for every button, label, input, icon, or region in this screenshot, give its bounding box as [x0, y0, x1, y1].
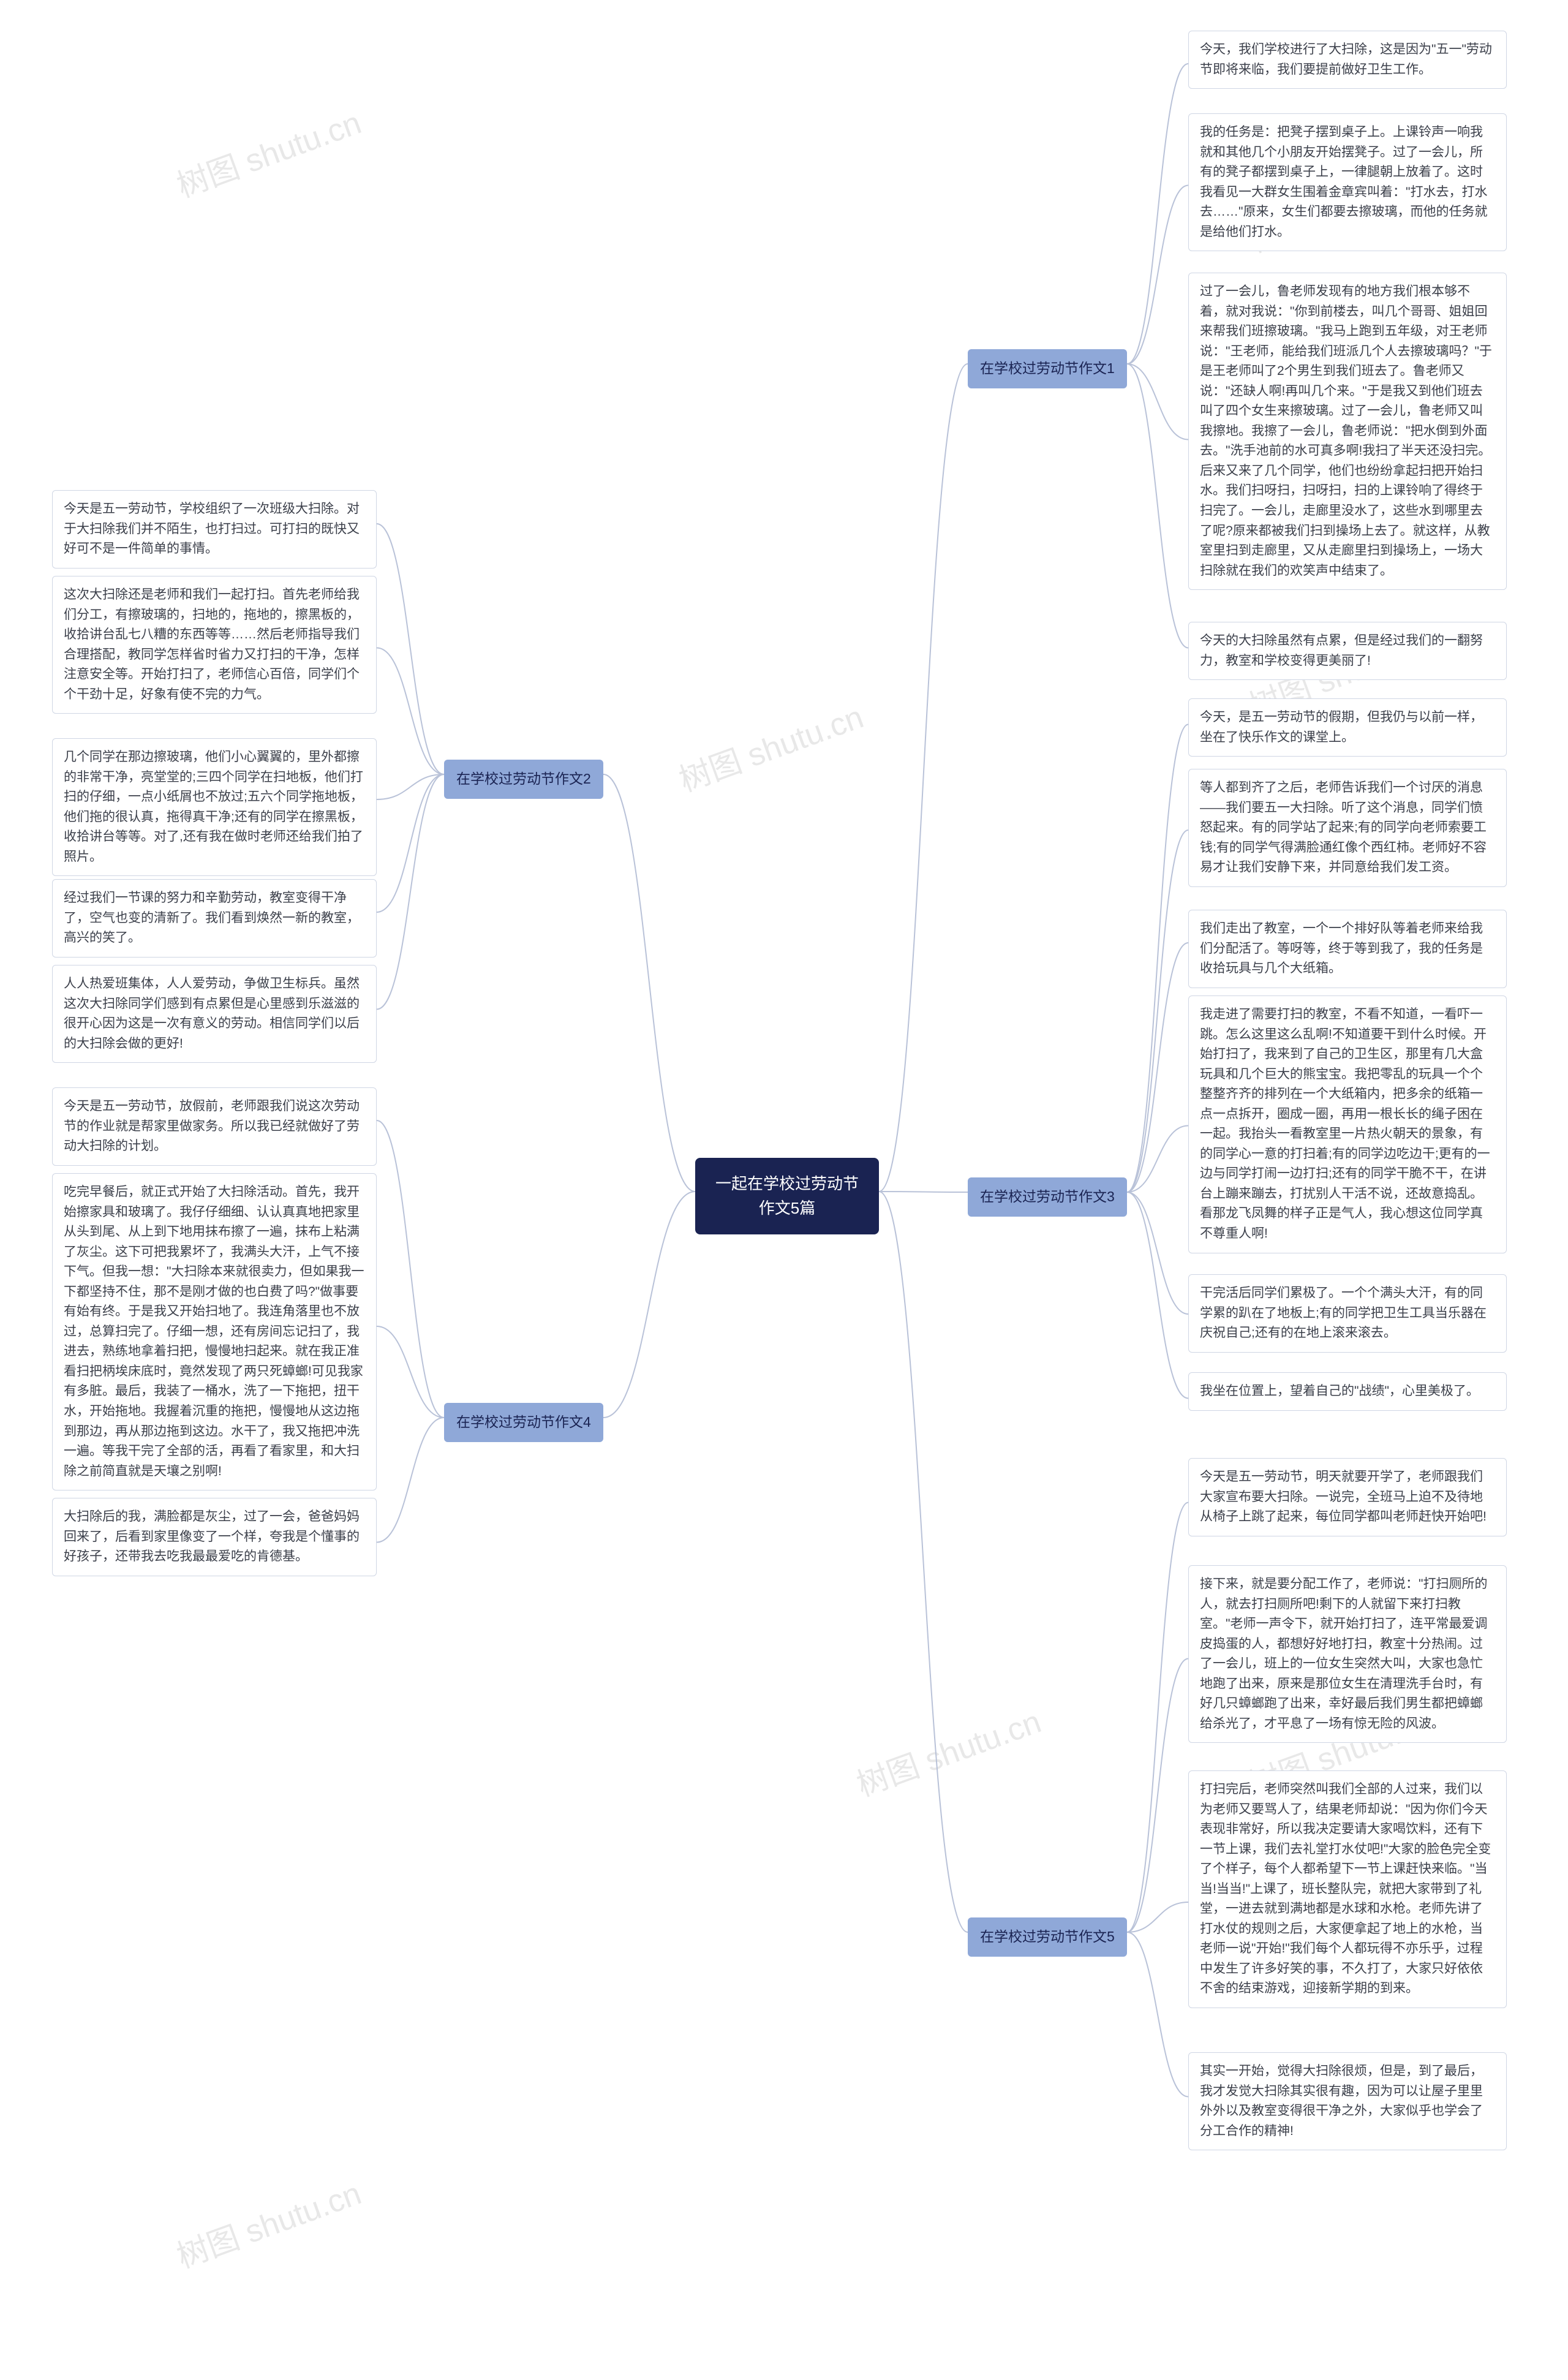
root-node[interactable]: 一起在学校过劳动节作文5篇: [695, 1158, 879, 1234]
leaf-node[interactable]: 今天，我们学校进行了大扫除，这是因为"五一"劳动节即将来临，我们要提前做好卫生工…: [1188, 31, 1507, 89]
leaf-node[interactable]: 今天，是五一劳动节的假期，但我仍与以前一样，坐在了快乐作文的课堂上。: [1188, 698, 1507, 757]
leaf-text: 今天是五一劳动节，放假前，老师跟我们说这次劳动节的作业就是帮家里做家务。所以我已…: [64, 1099, 360, 1153]
leaf-text: 经过我们一节课的努力和辛勤劳动，教室变得干净了，空气也变的清新了。我们看到焕然一…: [64, 891, 360, 945]
leaf-node[interactable]: 我的任务是：把凳子摆到桌子上。上课铃声一响我就和其他几个小朋友开始摆凳子。过了一…: [1188, 113, 1507, 251]
leaf-node[interactable]: 大扫除后的我，满脸都是灰尘，过了一会，爸爸妈妈回来了，后看到家里像变了一个样，夸…: [52, 1498, 377, 1576]
leaf-text: 过了一会儿，鲁老师发现有的地方我们根本够不着，就对我说："你到前楼去，叫几个哥哥…: [1200, 284, 1492, 578]
branch-node[interactable]: 在学校过劳动节作文5: [968, 1917, 1127, 1957]
leaf-node[interactable]: 我走进了需要打扫的教室，不看不知道，一看吓一跳。怎么这里这么乱啊!不知道要干到什…: [1188, 995, 1507, 1253]
leaf-node[interactable]: 接下来，就是要分配工作了，老师说："打扫厕所的人，就去打扫厕所吧!剩下的人就留下…: [1188, 1565, 1507, 1743]
branch-node[interactable]: 在学校过劳动节作文3: [968, 1177, 1127, 1217]
leaf-text: 几个同学在那边擦玻璃，他们小心翼翼的，里外都擦的非常干净，亮堂堂的;三四个同学在…: [64, 750, 363, 864]
leaf-node[interactable]: 过了一会儿，鲁老师发现有的地方我们根本够不着，就对我说："你到前楼去，叫几个哥哥…: [1188, 273, 1507, 590]
leaf-text: 吃完早餐后，就正式开始了大扫除活动。首先，我开始擦家具和玻璃了。我仔仔细细、认认…: [64, 1185, 364, 1478]
branch-node[interactable]: 在学校过劳动节作文2: [444, 760, 603, 799]
leaf-text: 等人都到齐了之后，老师告诉我们一个讨厌的消息——我们要五一大扫除。听了这个消息，…: [1200, 780, 1487, 874]
leaf-text: 大扫除后的我，满脸都是灰尘，过了一会，爸爸妈妈回来了，后看到家里像变了一个样，夸…: [64, 1509, 360, 1563]
leaf-node[interactable]: 我坐在位置上，望着自己的"战绩"，心里美极了。: [1188, 1372, 1507, 1411]
leaf-text: 今天是五一劳动节，明天就要开学了，老师跟我们大家宣布要大扫除。一说完，全班马上迫…: [1200, 1470, 1487, 1524]
leaf-node[interactable]: 等人都到齐了之后，老师告诉我们一个讨厌的消息——我们要五一大扫除。听了这个消息，…: [1188, 769, 1507, 887]
leaf-text: 我的任务是：把凳子摆到桌子上。上课铃声一响我就和其他几个小朋友开始摆凳子。过了一…: [1200, 125, 1487, 239]
leaf-node[interactable]: 人人热爱班集体，人人爱劳动，争做卫生标兵。虽然这次大扫除同学们感到有点累但是心里…: [52, 965, 377, 1063]
branch-node[interactable]: 在学校过劳动节作文1: [968, 349, 1127, 388]
leaf-node[interactable]: 今天是五一劳动节，学校组织了一次班级大扫除。对于大扫除我们并不陌生，也打扫过。可…: [52, 490, 377, 569]
branch-label: 在学校过劳动节作文5: [980, 1929, 1115, 1944]
branch-label: 在学校过劳动节作文1: [980, 360, 1115, 376]
leaf-node[interactable]: 今天是五一劳动节，明天就要开学了，老师跟我们大家宣布要大扫除。一说完，全班马上迫…: [1188, 1458, 1507, 1536]
leaf-node[interactable]: 这次大扫除还是老师和我们一起打扫。首先老师给我们分工，有擦玻璃的，扫地的，拖地的…: [52, 576, 377, 714]
leaf-text: 我们走出了教室，一个一个排好队等着老师来给我们分配活了。等呀等，终于等到我了，我…: [1200, 921, 1483, 975]
leaf-node[interactable]: 经过我们一节课的努力和辛勤劳动，教室变得干净了，空气也变的清新了。我们看到焕然一…: [52, 879, 377, 958]
leaf-node[interactable]: 今天是五一劳动节，放假前，老师跟我们说这次劳动节的作业就是帮家里做家务。所以我已…: [52, 1087, 377, 1166]
branch-label: 在学校过劳动节作文2: [456, 771, 591, 787]
branch-label: 在学校过劳动节作文4: [456, 1414, 591, 1430]
leaf-text: 接下来，就是要分配工作了，老师说："打扫厕所的人，就去打扫厕所吧!剩下的人就留下…: [1200, 1577, 1487, 1731]
leaf-node[interactable]: 几个同学在那边擦玻璃，他们小心翼翼的，里外都擦的非常干净，亮堂堂的;三四个同学在…: [52, 738, 377, 876]
leaf-text: 人人热爱班集体，人人爱劳动，争做卫生标兵。虽然这次大扫除同学们感到有点累但是心里…: [64, 977, 360, 1051]
leaf-text: 我坐在位置上，望着自己的"战绩"，心里美极了。: [1200, 1384, 1479, 1398]
branch-node[interactable]: 在学校过劳动节作文4: [444, 1403, 603, 1442]
leaf-node[interactable]: 今天的大扫除虽然有点累，但是经过我们的一翻努力，教室和学校变得更美丽了!: [1188, 622, 1507, 680]
branch-label: 在学校过劳动节作文3: [980, 1188, 1115, 1204]
leaf-node[interactable]: 吃完早餐后，就正式开始了大扫除活动。首先，我开始擦家具和玻璃了。我仔仔细细、认认…: [52, 1173, 377, 1490]
leaf-text: 今天，我们学校进行了大扫除，这是因为"五一"劳动节即将来临，我们要提前做好卫生工…: [1200, 42, 1492, 77]
root-label: 一起在学校过劳动节作文5篇: [715, 1174, 859, 1217]
leaf-text: 打扫完后，老师突然叫我们全部的人过来，我们以为老师又要骂人了，结果老师却说："因…: [1200, 1782, 1491, 1995]
leaf-text: 其实一开始，觉得大扫除很烦，但是，到了最后，我才发觉大扫除其实很有趣，因为可以让…: [1200, 2064, 1483, 2138]
leaf-text: 今天是五一劳动节，学校组织了一次班级大扫除。对于大扫除我们并不陌生，也打扫过。可…: [64, 502, 360, 556]
leaf-node[interactable]: 打扫完后，老师突然叫我们全部的人过来，我们以为老师又要骂人了，结果老师却说："因…: [1188, 1770, 1507, 2008]
mindmap-canvas: 一起在学校过劳动节作文5篇 在学校过劳动节作文1 今天，我们学校进行了大扫除，这是因…: [0, 0, 1568, 2380]
leaf-text: 今天，是五一劳动节的假期，但我仍与以前一样，坐在了快乐作文的课堂上。: [1200, 710, 1483, 744]
leaf-node[interactable]: 干完活后同学们累极了。一个个满头大汗，有的同学累的趴在了地板上;有的同学把卫生工…: [1188, 1274, 1507, 1353]
leaf-text: 我走进了需要打扫的教室，不看不知道，一看吓一跳。怎么这里这么乱啊!不知道要干到什…: [1200, 1007, 1490, 1241]
leaf-text: 这次大扫除还是老师和我们一起打扫。首先老师给我们分工，有擦玻璃的，扫地的，拖地的…: [64, 587, 360, 701]
leaf-text: 今天的大扫除虽然有点累，但是经过我们的一翻努力，教室和学校变得更美丽了!: [1200, 633, 1483, 668]
leaf-node[interactable]: 我们走出了教室，一个一个排好队等着老师来给我们分配活了。等呀等，终于等到我了，我…: [1188, 910, 1507, 988]
leaf-text: 干完活后同学们累极了。一个个满头大汗，有的同学累的趴在了地板上;有的同学把卫生工…: [1200, 1286, 1487, 1340]
leaf-node[interactable]: 其实一开始，觉得大扫除很烦，但是，到了最后，我才发觉大扫除其实很有趣，因为可以让…: [1188, 2052, 1507, 2150]
